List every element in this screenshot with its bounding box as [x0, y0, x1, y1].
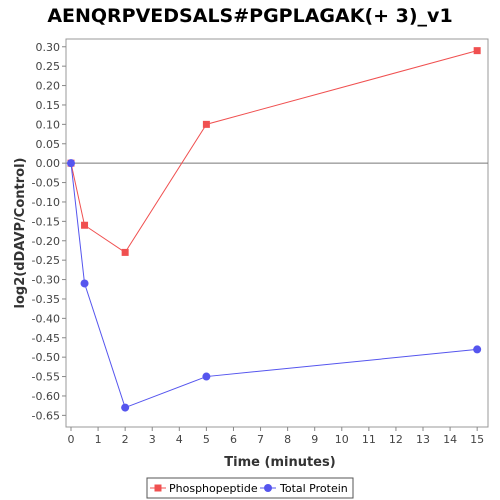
x-tick-label: 11: [362, 433, 376, 446]
legend: Phosphopeptide Total Protein: [146, 477, 354, 499]
y-tick-label: -0.20: [32, 235, 60, 248]
y-tick-label: 0.30: [36, 41, 61, 54]
y-axis-label: log2(dDAVP/Control): [13, 158, 28, 309]
series-total-protein: [67, 159, 482, 412]
y-tick-label: 0.10: [36, 118, 61, 131]
y-axis: -0.65 -0.60 -0.55 -0.50 -0.45 -0.40 -0.35 -0.30…: [32, 41, 66, 422]
x-tick-label: 4: [176, 433, 183, 446]
x-tick-label: 0: [68, 433, 75, 446]
x-tick-label: 15: [470, 433, 484, 446]
legend-box: [146, 477, 354, 499]
y-tick-label: -0.50: [32, 351, 60, 364]
x-tick-label: 5: [203, 433, 210, 446]
x-tick-label: 3: [149, 433, 156, 446]
x-axis-label: Time (minutes): [224, 455, 335, 470]
x-tick-label: 6: [230, 433, 237, 446]
legend-label-total-protein: Total Protein: [279, 482, 348, 495]
legend-marker-total-protein: [264, 484, 272, 492]
x-tick-label: 1: [95, 433, 102, 446]
y-tick-label: -0.10: [32, 196, 60, 209]
x-axis: 0 1 2 3 4 5 6 7 8 9 10 11 12 13 14 15: [68, 427, 484, 446]
x-tick-label: 9: [311, 433, 318, 446]
y-tick-label: -0.05: [32, 177, 60, 190]
y-tick-label: -0.35: [32, 293, 60, 306]
x-tick-label: 7: [257, 433, 264, 446]
x-tick-label: 8: [284, 433, 291, 446]
data-point-total-protein: [202, 372, 211, 381]
x-tick-label: 12: [389, 433, 403, 446]
y-tick-label: 0.00: [36, 157, 61, 170]
data-point-phosphopeptide: [202, 120, 210, 128]
y-tick-label: -0.60: [32, 390, 60, 403]
plot-area: [65, 38, 489, 428]
y-tick-label: -0.30: [32, 274, 60, 287]
data-point-phosphopeptide: [121, 248, 129, 256]
y-tick-label: -0.55: [32, 371, 60, 384]
data-point-total-protein: [80, 279, 89, 288]
y-tick-label: -0.15: [32, 215, 60, 228]
y-tick-label: -0.65: [32, 409, 60, 422]
legend-label-phosphopeptide: Phosphopeptide: [169, 482, 258, 495]
data-point-total-protein: [473, 345, 482, 354]
y-tick-label: -0.45: [32, 332, 60, 345]
x-tick-label: 10: [335, 433, 349, 446]
series-layer: [67, 47, 482, 412]
x-tick-label: 2: [122, 433, 129, 446]
data-point-total-protein: [67, 159, 75, 168]
y-tick-label: -0.25: [32, 254, 60, 267]
x-tick-label: 14: [443, 433, 457, 446]
x-tick-label: 13: [416, 433, 430, 446]
data-point-phosphopeptide: [473, 47, 481, 55]
legend-marker-phosphopeptide: [154, 484, 162, 492]
y-tick-label: 0.15: [36, 99, 61, 112]
y-tick-label: 0.20: [36, 80, 61, 93]
y-tick-label: 0.25: [36, 60, 61, 73]
data-point-total-protein: [121, 403, 130, 412]
chart-title: AENQRPVEDSALS#PGPLAGAK(+ 3)_v1: [47, 5, 452, 27]
y-tick-label: -0.40: [32, 312, 60, 325]
data-point-phosphopeptide: [81, 221, 89, 229]
y-tick-label: 0.05: [36, 138, 61, 151]
